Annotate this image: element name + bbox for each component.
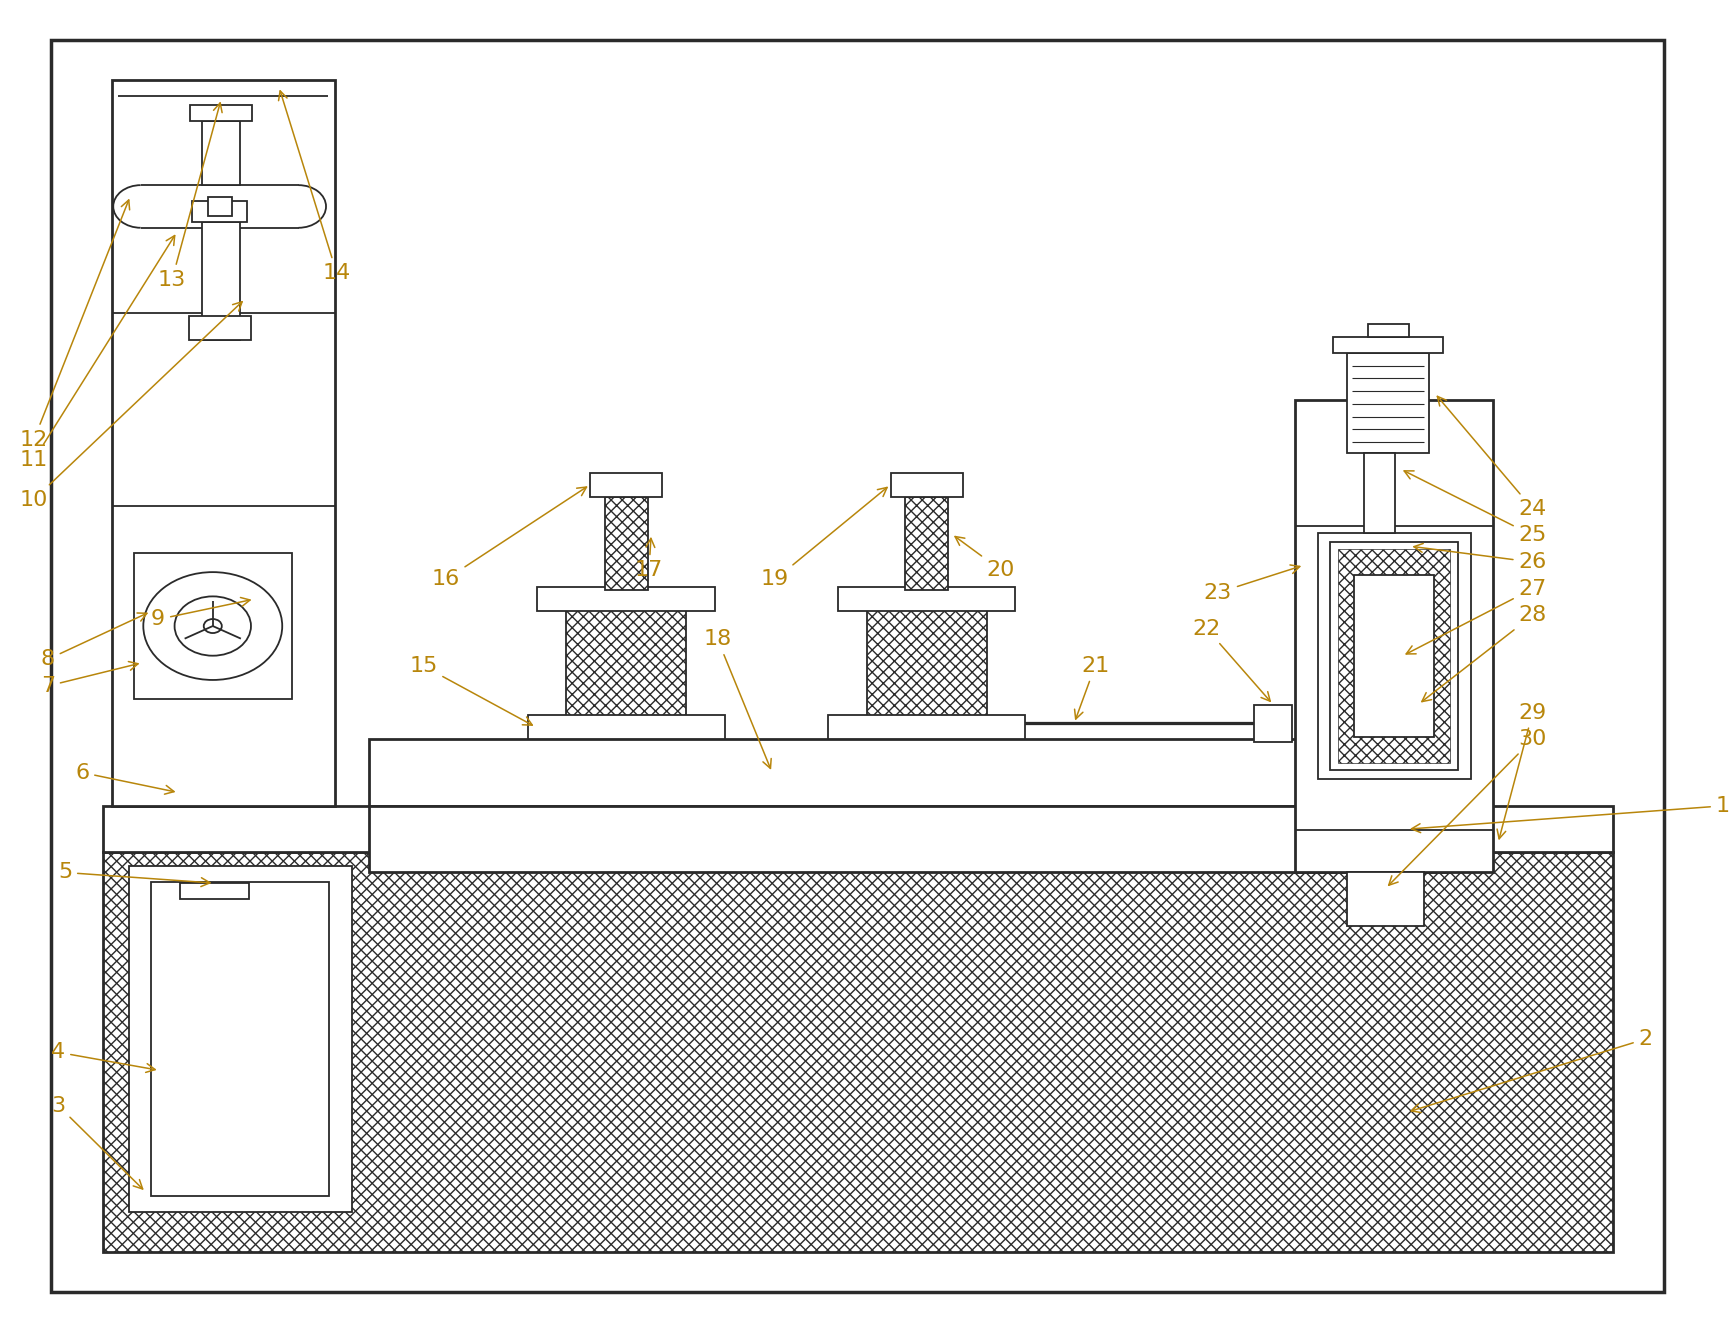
Bar bbox=[566, 599, 687, 739]
Bar bbox=[190, 105, 253, 121]
Bar bbox=[1334, 337, 1443, 353]
Text: 7: 7 bbox=[42, 662, 138, 697]
Text: 9: 9 bbox=[151, 598, 251, 630]
Bar bbox=[829, 715, 1026, 739]
Bar bbox=[1365, 453, 1394, 533]
Text: 23: 23 bbox=[1204, 565, 1299, 603]
Text: 18: 18 bbox=[704, 629, 772, 769]
Text: 13: 13 bbox=[157, 103, 221, 290]
Text: 1: 1 bbox=[1412, 795, 1730, 832]
Bar bbox=[606, 497, 647, 590]
Text: 24: 24 bbox=[1438, 397, 1547, 519]
Bar bbox=[1296, 400, 1493, 872]
Text: 10: 10 bbox=[19, 302, 242, 510]
Bar bbox=[1348, 872, 1424, 926]
Circle shape bbox=[144, 573, 282, 679]
Text: 5: 5 bbox=[57, 862, 209, 887]
Bar bbox=[151, 882, 329, 1196]
Bar bbox=[837, 587, 1016, 611]
Bar bbox=[133, 553, 292, 699]
Bar bbox=[111, 80, 334, 806]
Text: 19: 19 bbox=[761, 488, 887, 590]
Bar bbox=[208, 197, 232, 216]
Bar bbox=[538, 587, 714, 611]
Text: 28: 28 bbox=[1422, 605, 1547, 702]
Text: 25: 25 bbox=[1405, 472, 1547, 546]
Bar bbox=[128, 866, 351, 1212]
Text: 15: 15 bbox=[410, 655, 533, 725]
Bar bbox=[528, 715, 725, 739]
Bar bbox=[1355, 575, 1434, 737]
Bar bbox=[1318, 533, 1470, 779]
Bar bbox=[1330, 542, 1458, 770]
Bar bbox=[180, 883, 249, 899]
Bar bbox=[590, 473, 663, 497]
Bar bbox=[189, 316, 251, 340]
Bar bbox=[867, 599, 986, 739]
Text: 29: 29 bbox=[1496, 702, 1547, 839]
Text: 16: 16 bbox=[431, 488, 586, 590]
Text: 26: 26 bbox=[1413, 543, 1547, 573]
Text: 17: 17 bbox=[635, 538, 663, 581]
Text: 6: 6 bbox=[74, 762, 175, 794]
Bar bbox=[104, 806, 1612, 852]
Text: 11: 11 bbox=[19, 236, 175, 470]
Bar bbox=[192, 201, 247, 222]
Bar bbox=[368, 739, 1450, 806]
Bar bbox=[1367, 324, 1408, 337]
Text: 20: 20 bbox=[955, 537, 1016, 581]
Text: 21: 21 bbox=[1074, 655, 1109, 719]
Bar bbox=[1339, 549, 1450, 763]
Bar bbox=[368, 806, 1450, 872]
Text: 3: 3 bbox=[52, 1095, 142, 1189]
Bar bbox=[104, 852, 1612, 1252]
Text: 30: 30 bbox=[1389, 729, 1547, 886]
Bar bbox=[104, 852, 1612, 1252]
Bar bbox=[891, 473, 962, 497]
Text: 14: 14 bbox=[279, 91, 351, 284]
Circle shape bbox=[204, 619, 221, 633]
Text: 12: 12 bbox=[19, 200, 130, 450]
Bar bbox=[104, 852, 1612, 1252]
Bar bbox=[905, 497, 948, 590]
Circle shape bbox=[175, 597, 251, 655]
Bar bbox=[202, 121, 240, 185]
Bar bbox=[202, 222, 240, 340]
Text: 22: 22 bbox=[1192, 618, 1270, 701]
Bar bbox=[1348, 353, 1429, 453]
Text: 8: 8 bbox=[42, 613, 147, 670]
Bar bbox=[1254, 705, 1292, 742]
Text: 4: 4 bbox=[52, 1042, 156, 1072]
Text: 2: 2 bbox=[1412, 1028, 1652, 1112]
Text: 27: 27 bbox=[1406, 578, 1547, 654]
